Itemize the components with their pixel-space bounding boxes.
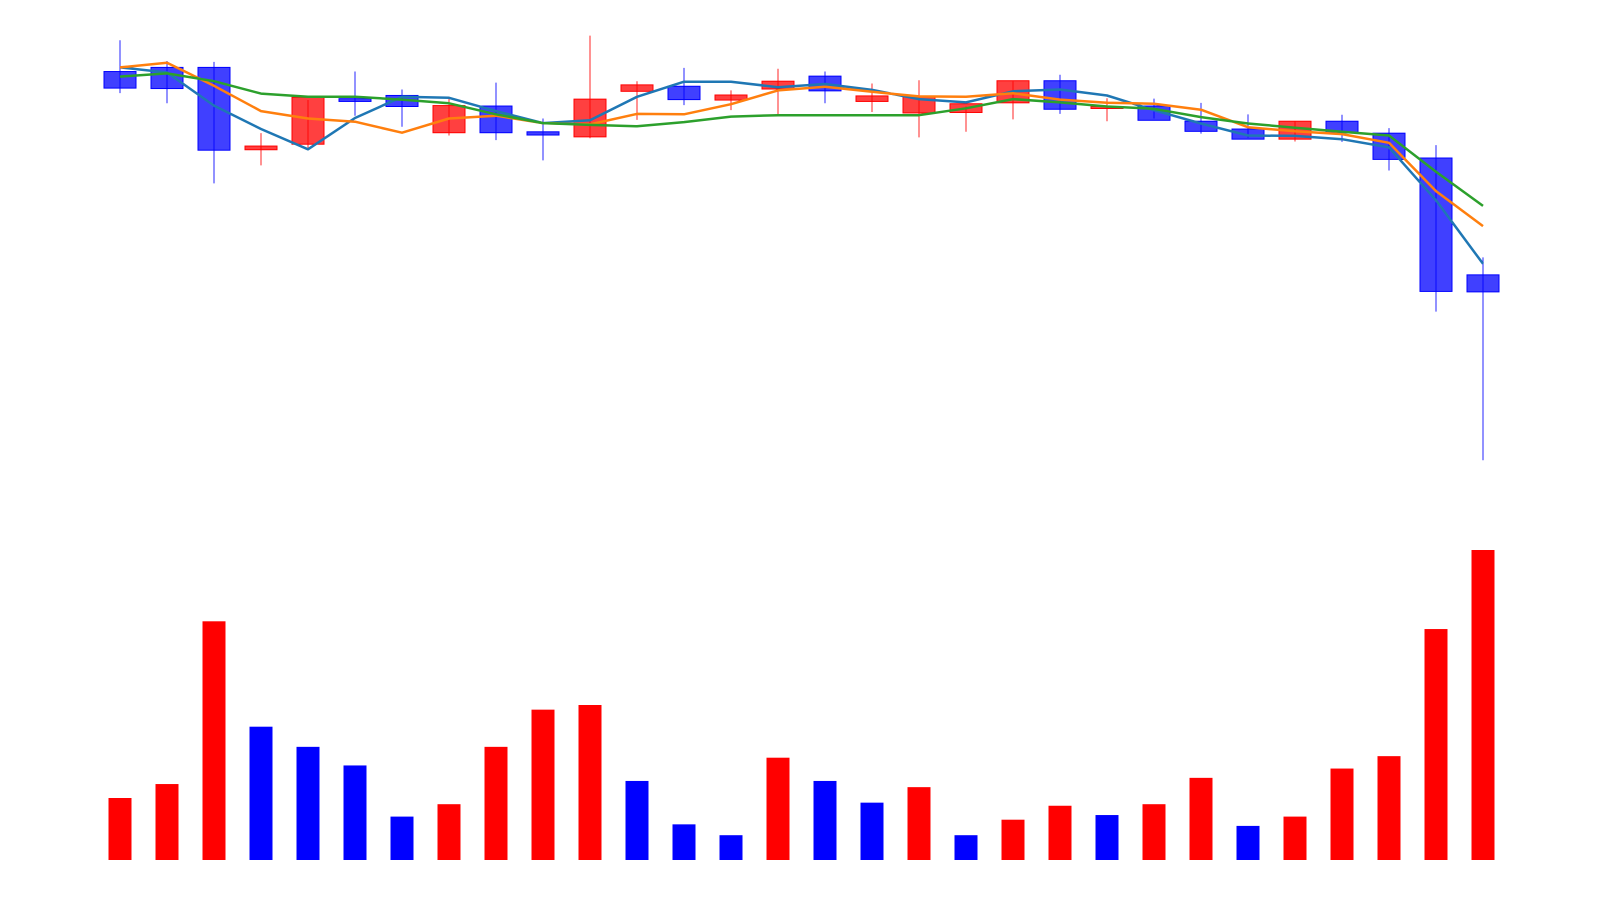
volume-bar	[672, 824, 696, 860]
moving-average-line	[119, 61, 1484, 228]
candle-body	[244, 145, 278, 151]
candle-body	[714, 94, 748, 101]
volume-bar	[108, 798, 132, 860]
volume-bar	[1424, 629, 1448, 860]
candle	[902, 80, 936, 138]
volume-bar	[1142, 804, 1166, 860]
candle	[667, 67, 701, 106]
candle-body	[573, 98, 607, 138]
volume-bar	[1048, 805, 1072, 860]
candle-body	[526, 131, 560, 136]
candle	[244, 133, 278, 166]
candle-body	[1231, 128, 1265, 140]
candle	[291, 96, 325, 148]
volume-bar	[343, 765, 367, 860]
volume-bar	[860, 802, 884, 860]
candle	[385, 89, 419, 127]
volume-bar	[155, 784, 179, 860]
volume-bar	[625, 780, 649, 860]
candle-body	[667, 85, 701, 101]
volume-panel	[108, 550, 1495, 860]
volume-bar	[907, 787, 931, 860]
volume-bar	[1283, 816, 1307, 860]
volume-bar	[484, 746, 508, 860]
volume-bar	[719, 835, 743, 860]
candle	[761, 68, 795, 116]
volume-bar	[578, 705, 602, 860]
moving-average-line	[119, 72, 1484, 207]
candle-body	[103, 71, 137, 89]
volume-bar	[1377, 756, 1401, 860]
candle	[1419, 145, 1453, 312]
candle	[526, 118, 560, 161]
candle	[714, 90, 748, 111]
volume-bar	[437, 804, 461, 860]
candle-body	[291, 96, 325, 145]
volume-bar	[766, 757, 790, 860]
volume-bar	[1471, 550, 1495, 860]
candle	[573, 35, 607, 139]
volume-bar	[202, 621, 226, 860]
candle	[338, 71, 372, 116]
candle	[1043, 74, 1077, 114]
candle	[1466, 257, 1500, 461]
volume-bar	[954, 835, 978, 860]
volume-bar	[1236, 825, 1260, 860]
volume-bar	[1095, 815, 1119, 860]
volume-bar	[296, 746, 320, 860]
volume-bar	[1330, 768, 1354, 860]
candle-body	[1466, 274, 1500, 293]
candle-body	[620, 84, 654, 92]
volume-bar	[249, 726, 273, 860]
volume-bar	[1189, 777, 1213, 860]
volume-bar	[531, 709, 555, 860]
volume-bar	[390, 816, 414, 860]
candle-body	[855, 95, 889, 102]
moving-average-line	[119, 66, 1485, 265]
price-panel	[103, 35, 1500, 461]
candle	[855, 83, 889, 113]
volume-bar	[1001, 819, 1025, 860]
candle-body	[1043, 80, 1077, 110]
volume-bar	[813, 780, 837, 860]
candle-body	[1184, 120, 1218, 132]
candle-body	[338, 98, 372, 102]
